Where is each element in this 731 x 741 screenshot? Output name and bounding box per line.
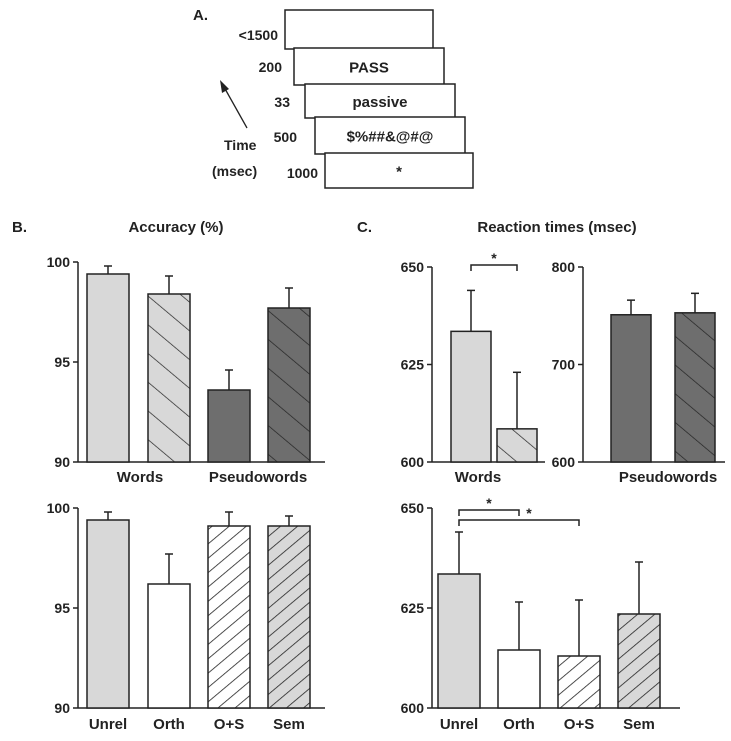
sequence-duration: 500 [274, 129, 298, 145]
rt-words-chart: 600 625 650 Words * [401, 250, 545, 486]
significance-bracket [458, 519, 580, 526]
bar [267, 307, 311, 463]
sequence-duration: 1000 [287, 165, 318, 181]
sequence-content: PASS [349, 60, 389, 77]
sequence-frame [284, 9, 434, 50]
time-axis-unit: (msec) [212, 163, 257, 179]
bar [674, 312, 716, 463]
group-label: Pseudowords [209, 469, 307, 486]
y-tick-label: 600 [401, 454, 425, 470]
significance-bracket [458, 509, 520, 516]
y-tick-label: 800 [552, 259, 576, 275]
time-arrow-shaft [223, 86, 248, 129]
y-tick-label: 95 [54, 354, 70, 370]
bar [147, 583, 191, 709]
category-label: Orth [503, 716, 535, 733]
bar [207, 525, 251, 709]
significance-marker: * [491, 250, 497, 266]
bar [86, 519, 130, 709]
rt-primes-chart: 600 625 650 Unrel Orth O+S Sem * * [401, 495, 680, 733]
category-label: Sem [623, 716, 655, 733]
sequence-content: $%##&@#@ [347, 129, 434, 146]
significance-marker: * [526, 505, 532, 521]
sequence-content: passive [352, 94, 407, 111]
significance-bracket [470, 264, 518, 271]
category-label: O+S [564, 716, 594, 733]
time-axis-label: Time [224, 137, 257, 153]
accuracy-title: Accuracy (%) [128, 219, 223, 236]
y-tick-label: 650 [401, 500, 425, 516]
panel-label-a: A. [193, 7, 208, 24]
panel-label-b: B. [12, 219, 27, 236]
category-label: Unrel [89, 716, 127, 733]
accuracy-primes-chart: 90 95 100 Unrel Orth O+S Sem [47, 500, 325, 733]
y-tick-label: 650 [401, 259, 425, 275]
sequence-frame [293, 47, 445, 86]
bar [450, 330, 492, 463]
category-label: O+S [214, 716, 244, 733]
significance-marker: * [486, 495, 492, 511]
y-tick-label: 600 [552, 454, 576, 470]
group-label: Words [455, 469, 501, 486]
y-tick-label: 95 [54, 600, 70, 616]
sequence-frame [304, 83, 456, 119]
bar [437, 573, 481, 709]
sequence-duration: 33 [274, 94, 290, 110]
bar [610, 314, 652, 463]
trial-sequence-diagram: <1500 200 PASS 33 passive 500 $%##&@#@ 1000 * [239, 9, 474, 189]
y-tick-label: 600 [401, 700, 425, 716]
bar [557, 655, 601, 709]
group-label: Pseudowords [619, 469, 717, 486]
sequence-duration: 200 [259, 59, 283, 75]
y-tick-label: 90 [54, 700, 70, 716]
bar [267, 525, 311, 709]
time-arrow-head [220, 80, 229, 93]
group-label: Words [117, 469, 163, 486]
sequence-content: * [396, 164, 402, 181]
bar [497, 649, 541, 709]
y-tick-label: 90 [54, 454, 70, 470]
bar [147, 293, 191, 463]
y-tick-label: 625 [401, 357, 425, 373]
bar [207, 389, 251, 463]
bar [86, 273, 130, 463]
sequence-frame [324, 152, 474, 189]
sequence-duration: <1500 [239, 27, 279, 43]
bar [617, 613, 661, 709]
category-label: Orth [153, 716, 185, 733]
y-tick-label: 700 [552, 357, 576, 373]
y-tick-label: 100 [47, 254, 71, 270]
rt-title: Reaction times (msec) [477, 219, 636, 236]
accuracy-words-pseudowords-chart: 90 95 100 Words Pseudowords [47, 254, 325, 486]
category-label: Sem [273, 716, 305, 733]
panel-label-c: C. [357, 219, 372, 236]
category-label: Unrel [440, 716, 478, 733]
bar [496, 428, 538, 463]
y-tick-label: 625 [401, 600, 425, 616]
rt-pseudowords-chart: 600 700 800 Pseudowords [552, 259, 725, 486]
y-tick-label: 100 [47, 500, 71, 516]
